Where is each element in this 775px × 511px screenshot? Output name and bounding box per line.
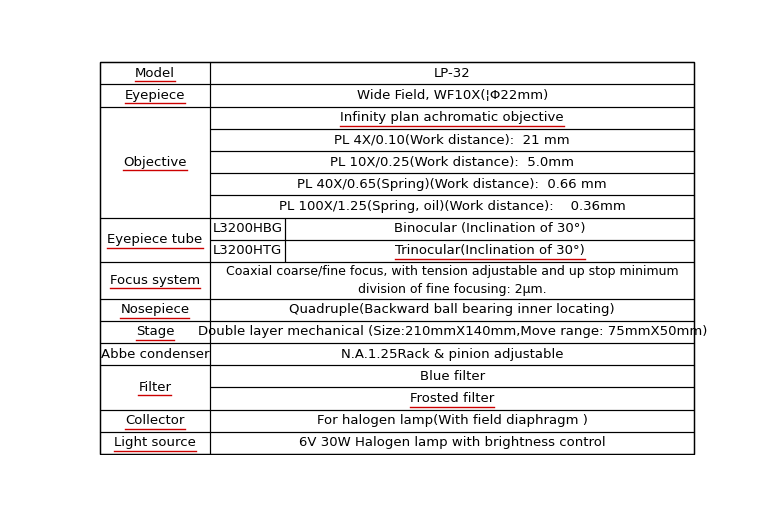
Text: Binocular (Inclination of 30°): Binocular (Inclination of 30°) [394, 222, 585, 235]
Bar [210, 365, 694, 387]
Text: L3200HTG: L3200HTG [213, 244, 282, 258]
Text: Objective: Objective [123, 155, 187, 169]
Text: 6V 30W Halogen lamp with brightness control: 6V 30W Halogen lamp with brightness cont… [299, 436, 605, 449]
Text: Model: Model [135, 67, 175, 80]
Text: Eyepiece: Eyepiece [125, 89, 185, 102]
Bar [210, 173, 694, 195]
Text: Frosted filter: Frosted filter [410, 392, 494, 405]
Text: For halogen lamp(With field diaphragm ): For halogen lamp(With field diaphragm ) [317, 414, 587, 427]
Bar [210, 262, 694, 298]
Bar [100, 262, 210, 298]
Text: Infinity plan achromatic objective: Infinity plan achromatic objective [340, 111, 564, 124]
Text: Abbe condenser: Abbe condenser [101, 347, 209, 361]
Bar [100, 365, 210, 410]
Text: Trinocular(Inclination of 30°): Trinocular(Inclination of 30°) [395, 244, 584, 258]
Text: Quadruple(Backward ball bearing inner locating): Quadruple(Backward ball bearing inner lo… [289, 303, 615, 316]
Bar [210, 62, 694, 84]
Bar [100, 84, 210, 106]
Bar [100, 298, 210, 321]
Bar [210, 432, 694, 454]
Text: PL 4X/0.10(Work distance):  21 mm: PL 4X/0.10(Work distance): 21 mm [334, 133, 570, 146]
Bar [100, 410, 210, 432]
Text: Filter: Filter [139, 381, 171, 394]
Bar [100, 106, 210, 218]
Text: Blue filter: Blue filter [419, 370, 484, 383]
Bar [210, 218, 285, 240]
Text: Eyepiece tube: Eyepiece tube [107, 233, 202, 246]
Bar [210, 240, 285, 262]
Text: L3200HBG: L3200HBG [212, 222, 282, 235]
Text: Wide Field, WF10X(¦Φ22mm): Wide Field, WF10X(¦Φ22mm) [356, 89, 548, 102]
Bar [100, 321, 210, 343]
Bar [285, 240, 694, 262]
Bar [100, 62, 210, 84]
Bar [210, 84, 694, 106]
Text: N.A.1.25Rack & pinion adjustable: N.A.1.25Rack & pinion adjustable [341, 347, 563, 361]
Text: Focus system: Focus system [110, 274, 200, 287]
Text: PL 100X/1.25(Spring, oil)(Work distance):    0.36mm: PL 100X/1.25(Spring, oil)(Work distance)… [279, 200, 625, 213]
Bar [210, 129, 694, 151]
Bar [285, 218, 694, 240]
Text: LP-32: LP-32 [434, 67, 470, 80]
Bar [210, 195, 694, 218]
Text: Stage: Stage [136, 326, 174, 338]
Bar [210, 298, 694, 321]
Text: Light source: Light source [114, 436, 196, 449]
Text: PL 40X/0.65(Spring)(Work distance):  0.66 mm: PL 40X/0.65(Spring)(Work distance): 0.66… [298, 178, 607, 191]
Bar [210, 410, 694, 432]
Text: Nosepiece: Nosepiece [120, 303, 189, 316]
Bar [100, 432, 210, 454]
Bar [210, 387, 694, 410]
Bar [210, 151, 694, 173]
Bar [210, 321, 694, 343]
Bar [100, 218, 210, 262]
Text: Coaxial coarse/fine focus, with tension adjustable and up stop minimum
division : Coaxial coarse/fine focus, with tension … [226, 265, 678, 296]
Text: Double layer mechanical (Size:210mmX140mm,Move range: 75mmX50mm): Double layer mechanical (Size:210mmX140m… [198, 326, 707, 338]
Bar [210, 343, 694, 365]
Bar [100, 343, 210, 365]
Text: PL 10X/0.25(Work distance):  5.0mm: PL 10X/0.25(Work distance): 5.0mm [330, 155, 574, 169]
Bar [210, 106, 694, 129]
Text: Collector: Collector [126, 414, 184, 427]
